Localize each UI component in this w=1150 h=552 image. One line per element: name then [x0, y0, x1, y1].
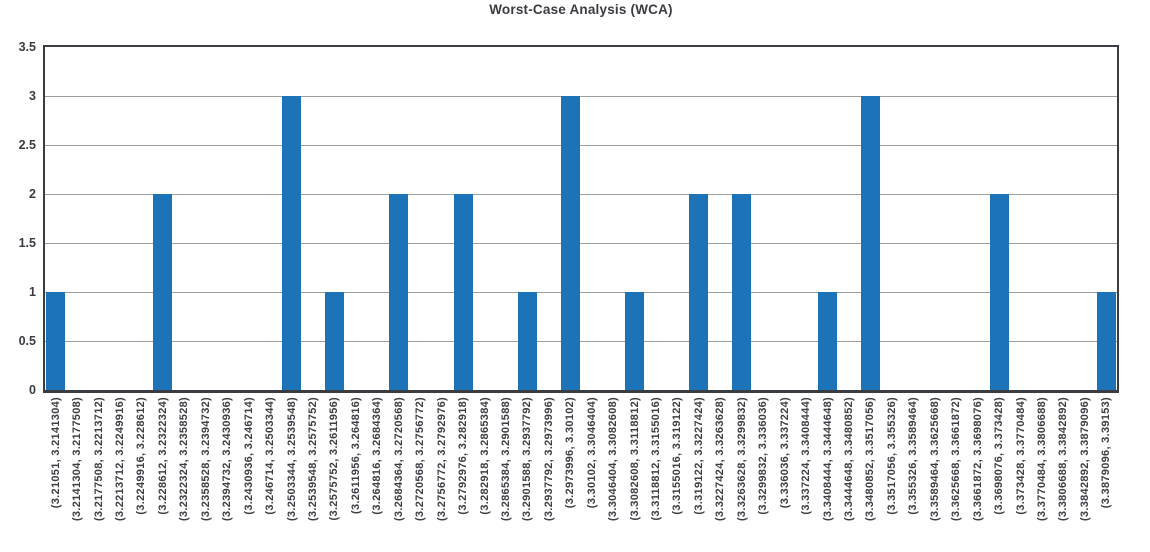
x-tick-label: (3.3589464, 3.3625668)	[928, 397, 941, 522]
x-tick-label: (3.2792976, 3.282918)	[457, 397, 470, 515]
y-tick-label: 0	[29, 383, 36, 397]
x-tick-label: (3.3770484, 3.3806688)	[1035, 397, 1048, 522]
x-tick-label: (3.2177508, 3.2213712)	[92, 397, 105, 522]
bar	[453, 194, 473, 390]
bar	[560, 96, 580, 390]
bar	[389, 194, 409, 390]
bar	[732, 194, 752, 390]
x-tick-label: (3.2539548, 3.2575752)	[307, 397, 319, 522]
y-tick-label: 2	[29, 187, 36, 201]
x-tick-label: (3.2720568, 3.2756772)	[414, 397, 427, 522]
x-tick-label: (3.355326, 3.3589464)	[907, 397, 920, 515]
gridline	[45, 292, 1117, 293]
x-tick-label: (3.2430936, 3.246714)	[242, 397, 255, 515]
x-tick-label: (3.3806688, 3.3842892)	[1057, 397, 1070, 522]
x-tick-label: (3.3698076, 3.373428)	[993, 397, 1006, 515]
bar	[818, 292, 838, 390]
gridline	[45, 194, 1117, 195]
x-tick-label: (3.3444648, 3.3480852)	[843, 397, 855, 522]
x-tick-label: (3.228612, 3.2322324)	[156, 397, 169, 515]
x-tick-label: (3.3299832, 3.336036)	[757, 397, 770, 515]
bar	[989, 194, 1009, 390]
x-tick-label: (3.3517056, 3.355326)	[885, 397, 898, 515]
x-tick-label: (3.3155016, 3.319122)	[671, 397, 684, 515]
x-tick-label: (3.2141304, 3.2177508)	[71, 397, 84, 522]
x-tick-label: (3.2322324, 3.2358528)	[178, 397, 191, 522]
y-tick-label: 3	[29, 89, 36, 103]
gridline	[45, 243, 1117, 244]
x-tick-label: (3.2575752, 3.2611956)	[328, 397, 341, 521]
x-tick-label: (3.3842892, 3.3879096)	[1078, 397, 1091, 522]
x-tick-label: (3.3625668, 3.3661872)	[950, 397, 963, 522]
x-tick-label: (3.3879096, 3.39153)	[1100, 397, 1113, 509]
plot-area	[43, 45, 1119, 393]
x-tick-label: (3.2901588, 3.2937792)	[521, 397, 534, 522]
bar	[517, 292, 537, 390]
x-tick-label: (3.264816, 3.2684364)	[371, 397, 384, 515]
bar	[625, 292, 645, 390]
gridline	[45, 145, 1117, 146]
x-tick-label: (3.3118812, 3.3155016)	[650, 397, 663, 521]
bar	[324, 292, 344, 390]
x-tick-label: (3.2249916, 3.228612)	[135, 397, 148, 515]
y-tick-label: 1	[29, 285, 36, 299]
x-tick-label: (3.337224, 3.3408444)	[800, 397, 813, 515]
x-tick-label: (3.2358528, 3.2394732)	[199, 397, 212, 522]
bar	[153, 194, 173, 390]
chart-title: Worst-Case Analysis (WCA)	[489, 2, 673, 17]
gridline	[45, 96, 1117, 97]
x-tick-label: (3.2937792, 3.2973996)	[542, 397, 555, 522]
y-tick-label: 2.5	[18, 138, 36, 152]
x-tick-label: (3.2973996, 3.30102)	[564, 397, 577, 509]
x-tick-label: (3.21051, 3.2141304)	[49, 397, 62, 509]
x-tick-label: (3.3263628, 3.3299832)	[735, 397, 748, 522]
bar	[860, 96, 880, 390]
x-tick-label: (3.2865384, 3.2901588)	[499, 397, 512, 522]
y-tick-label: 3.5	[18, 40, 36, 54]
bar	[1096, 292, 1116, 390]
x-tick-label: (3.2756772, 3.2792976)	[435, 397, 448, 522]
x-tick-label: (3.3661872, 3.3698076)	[971, 397, 984, 522]
gridlines-layer	[45, 47, 1117, 390]
gridline	[45, 341, 1117, 342]
bar	[46, 292, 66, 390]
x-tick-label: (3.373428, 3.3770484)	[1014, 397, 1027, 515]
bar	[282, 96, 302, 390]
x-tick-label: (3.2503344, 3.2539548)	[285, 397, 298, 522]
x-tick-label: (3.336036, 3.337224)	[778, 397, 791, 509]
x-tick-label: (3.3480852, 3.3517056)	[864, 397, 877, 522]
x-tick-label: (3.2213712, 3.2249916)	[114, 397, 127, 522]
bar	[689, 194, 709, 390]
x-tick-label: (3.30102, 3.3046404)	[585, 397, 598, 509]
bars-layer	[45, 47, 1117, 390]
x-tick-label: (3.3046404, 3.3082608)	[607, 397, 620, 522]
y-tick-label: 0.5	[18, 334, 36, 348]
x-tick-label: (3.3082608, 3.3118812)	[628, 397, 641, 521]
x-tick-label: (3.282918, 3.2865384)	[478, 397, 491, 515]
x-tick-label: (3.3227424, 3.3263628)	[714, 397, 727, 522]
y-tick-label: 1.5	[18, 236, 36, 250]
x-tick-label: (3.3408444, 3.3444648)	[821, 397, 834, 522]
x-tick-label: (3.2394732, 3.2430936)	[221, 397, 234, 522]
x-tick-label: (3.319122, 3.3227424)	[692, 397, 705, 515]
x-tick-label: (3.246714, 3.2503344)	[264, 397, 277, 515]
x-tick-label: (3.2684364, 3.2720568)	[392, 397, 405, 522]
x-tick-label: (3.2611956, 3.264816)	[349, 397, 362, 515]
